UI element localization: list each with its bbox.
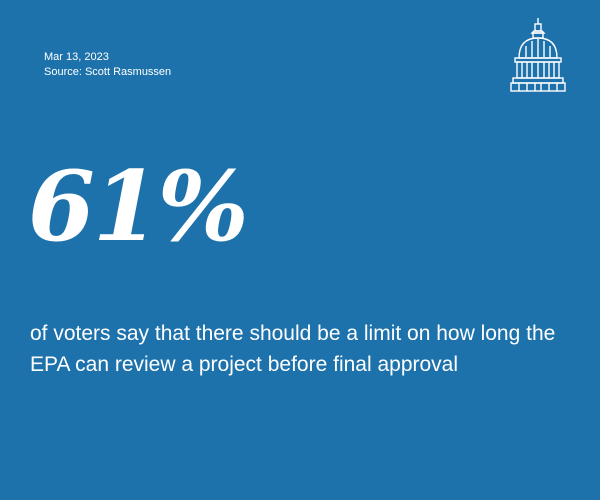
source-label: Source: Scott Rasmussen [44, 66, 172, 78]
meta-block: Mar 13, 2023 Source: Scott Rasmussen [44, 50, 171, 80]
stat-description: of voters say that there should be a lim… [30, 322, 556, 376]
stat-value: 61% [28, 150, 249, 263]
date-label: Mar 13, 2023 [44, 51, 109, 63]
capitol-dome-icon [510, 16, 566, 96]
